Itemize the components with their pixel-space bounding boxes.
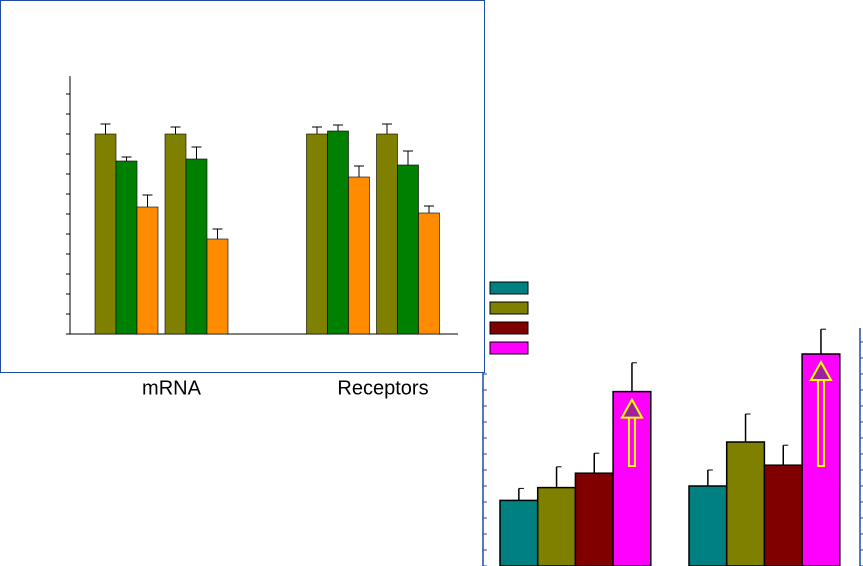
x-tick-label: mRNA: [142, 377, 202, 399]
bar: [136, 206, 159, 335]
bar: [418, 212, 440, 335]
arrow-head: [809, 359, 833, 381]
bar: [327, 130, 349, 335]
bar: [376, 133, 398, 335]
bar: [115, 160, 138, 335]
bar: [397, 164, 419, 335]
arrow-shaft: [816, 377, 825, 467]
bar: [206, 238, 229, 335]
arrow-head: [620, 397, 644, 419]
legend-swatch: [489, 281, 529, 295]
bar: [763, 464, 803, 566]
legend-swatch: [489, 321, 529, 335]
bar: [574, 472, 614, 566]
legend-swatch: [489, 301, 529, 315]
bar: [185, 158, 208, 335]
bar: [725, 441, 766, 566]
bar: [348, 176, 370, 335]
bar: [94, 133, 117, 335]
bar: [164, 133, 187, 335]
bar: [306, 133, 328, 335]
bar: [612, 390, 652, 566]
bar: [536, 486, 577, 566]
x-tick-label: Receptors: [337, 377, 428, 399]
bar: [688, 485, 728, 566]
bar: [499, 499, 539, 566]
arrow-shaft: [627, 414, 636, 468]
legend-swatch: [489, 341, 529, 355]
